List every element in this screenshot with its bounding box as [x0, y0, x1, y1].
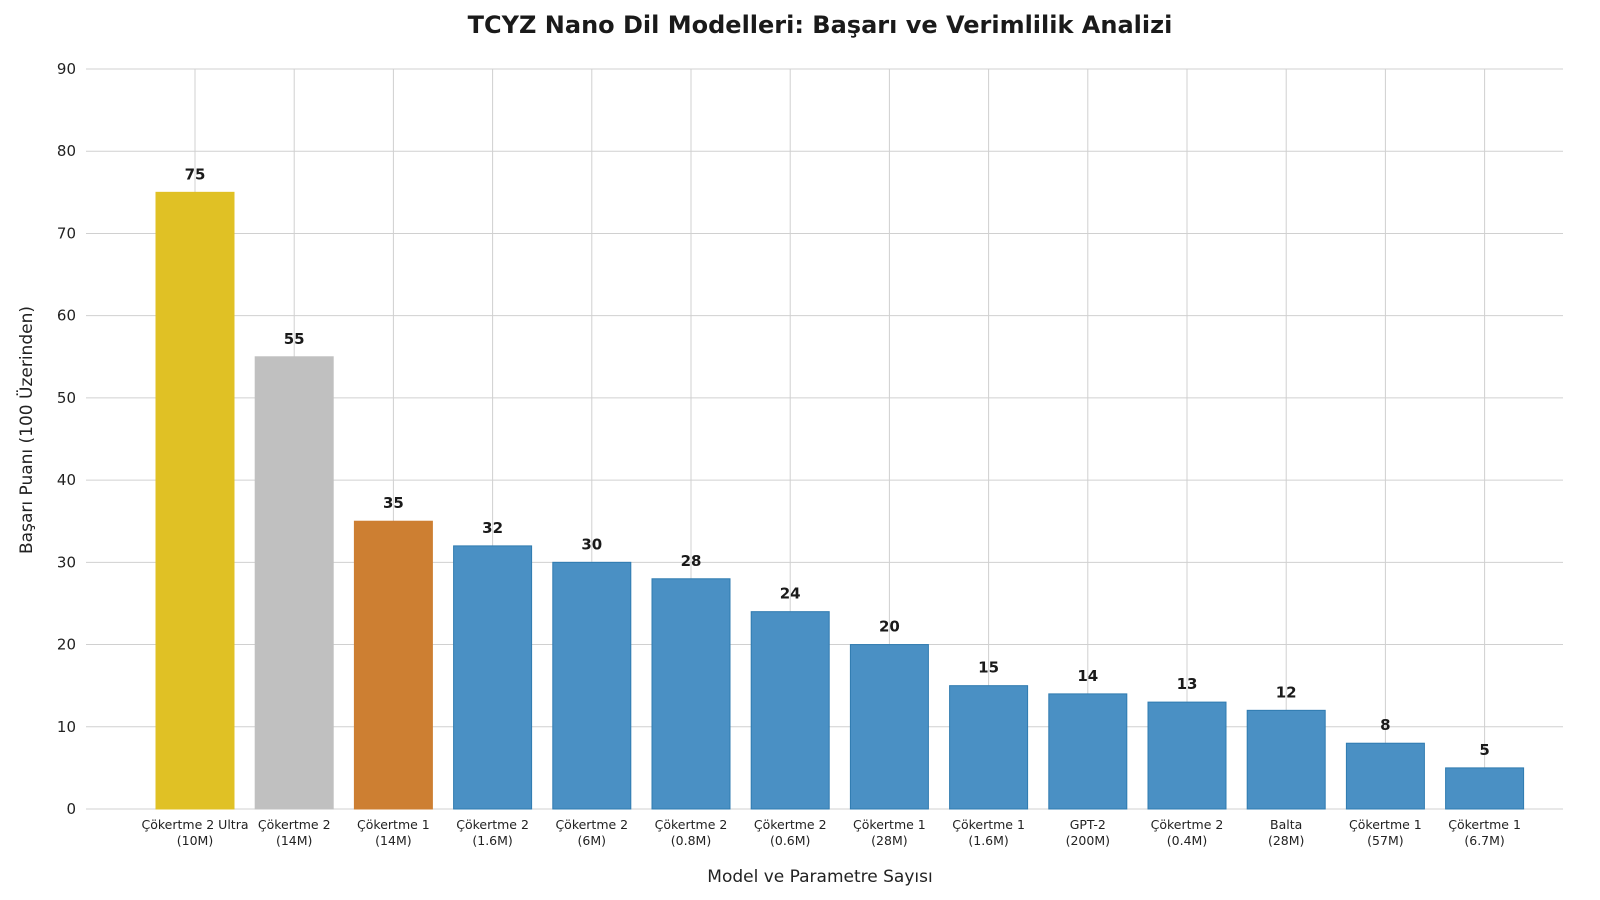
- y-axis-ticks: 0 10 20 30 40 50 60 70 80 90: [57, 60, 76, 818]
- bar-value-label: 15: [978, 659, 999, 677]
- bar-value-label: 55: [284, 330, 305, 348]
- bar: [750, 611, 830, 810]
- x-tick-label: Çökertme 1 (57M): [1349, 817, 1422, 848]
- y-tick-label: 40: [57, 471, 76, 489]
- y-tick-label: 60: [57, 307, 76, 325]
- bar: [254, 356, 334, 810]
- bar: [949, 685, 1029, 810]
- y-tick-label: 80: [57, 142, 76, 160]
- x-tick-label: Çökertme 2 (0.8M): [655, 817, 728, 848]
- bar-value-label: 20: [879, 618, 900, 636]
- x-tick-label: Balta (28M): [1268, 817, 1304, 848]
- y-tick-label: 30: [57, 553, 76, 571]
- bar-value-label: 8: [1380, 716, 1390, 734]
- x-tick-label: Çökertme 1 (14M): [357, 817, 430, 848]
- bar: [155, 191, 235, 810]
- y-tick-label: 50: [57, 389, 76, 407]
- bar-value-label: 12: [1276, 683, 1297, 701]
- x-tick-label: Çökertme 1 (1.6M): [952, 817, 1025, 848]
- bar: [849, 644, 929, 810]
- x-axis-label: Model ve Parametre Sayısı: [707, 867, 932, 887]
- bar: [1246, 709, 1326, 810]
- bar: [1048, 693, 1128, 810]
- y-tick-label: 20: [57, 636, 76, 654]
- x-tick-label: Çökertme 2 (6M): [555, 817, 628, 848]
- x-tick-label: GPT-2 (200M): [1066, 817, 1110, 848]
- bar: [651, 578, 731, 810]
- bar-value-label: 5: [1479, 741, 1489, 759]
- x-tick-label: Çökertme 1 (28M): [853, 817, 926, 848]
- x-tick-label: Çökertme 2 Ultra (10M): [142, 817, 249, 848]
- bar-value-label: 28: [681, 552, 702, 570]
- bar-value-label: 32: [482, 519, 503, 537]
- x-tick-label: Çökertme 1 (6.7M): [1448, 817, 1521, 848]
- bar: [552, 561, 632, 810]
- y-axis-label: Başarı Puanı (100 Üzerinden): [15, 306, 37, 554]
- bar-value-label: 35: [383, 494, 404, 512]
- bar-value-label: 30: [581, 535, 602, 553]
- bar-value-label: 14: [1077, 667, 1098, 685]
- bar: [1445, 767, 1525, 810]
- bar: [353, 520, 433, 810]
- bar: [1345, 742, 1425, 810]
- x-tick-label: Çökertme 2 (14M): [258, 817, 331, 848]
- x-tick-label: Çökertme 2 (0.4M): [1151, 817, 1224, 848]
- bar-value-label: 24: [780, 585, 801, 603]
- x-axis-ticks: Çökertme 2 Ultra (10M) Çökertme 2 (14M) Çöke…: [142, 817, 1521, 848]
- y-tick-label: 0: [66, 800, 76, 818]
- bar: [1147, 701, 1227, 810]
- x-tick-label: Çökertme 2 (0.6M): [754, 817, 827, 848]
- y-tick-label: 70: [57, 224, 76, 242]
- y-tick-label: 90: [57, 60, 76, 78]
- x-tick-label: Çökertme 2 (1.6M): [456, 817, 529, 848]
- value-labels: 75 55 35 32 30 28 24 20 15 14 13 12 8 5: [185, 165, 1490, 759]
- chart-title: TCYZ Nano Dil Modelleri: Başarı ve Verim…: [468, 11, 1173, 39]
- bar-value-label: 75: [185, 165, 206, 183]
- bars: [155, 191, 1525, 810]
- bar-value-label: 13: [1177, 675, 1198, 693]
- bar: [453, 545, 533, 810]
- y-tick-label: 10: [57, 718, 76, 736]
